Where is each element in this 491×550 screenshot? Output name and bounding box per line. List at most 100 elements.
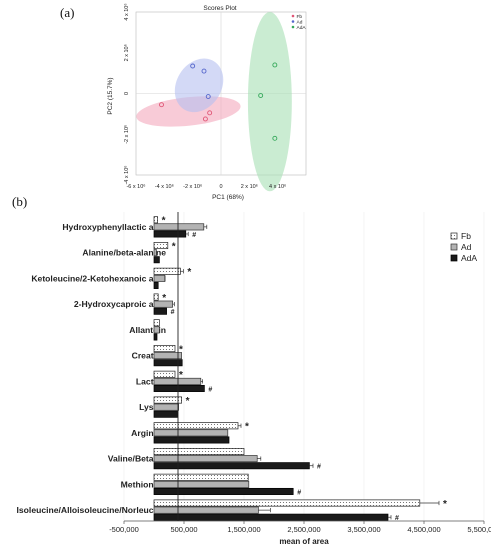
score-point-ada bbox=[258, 93, 264, 98]
legend-swatch-ada bbox=[450, 254, 458, 262]
scores-x-tick-label: 2 x 10⁶ bbox=[241, 183, 258, 190]
x-tick-label: 3,500,000 bbox=[347, 525, 380, 534]
category-label: Lysine bbox=[139, 402, 166, 412]
x-tick-label: 4,500,000 bbox=[407, 525, 440, 534]
panel-b-label: (b) bbox=[12, 194, 27, 209]
category-label: Lactate bbox=[136, 376, 166, 386]
x-tick-label: 1,500,000 bbox=[227, 525, 260, 534]
bar-ad bbox=[153, 352, 182, 360]
score-point-fb bbox=[159, 102, 164, 108]
score-point-ad bbox=[190, 63, 196, 69]
bar-ad bbox=[153, 480, 250, 488]
bar-ada bbox=[153, 513, 389, 521]
significance-hash: # bbox=[192, 232, 196, 239]
category-label: 2-Hydroxycaproic acid bbox=[74, 299, 166, 309]
category-labels: Hydroxyphenyllactic acid Alanine/beta-ala… bbox=[17, 222, 167, 515]
bar-ada bbox=[153, 230, 187, 238]
score-point-fb bbox=[207, 110, 213, 116]
scores-plot-y-ticks: 4 x 10⁶ 2 x 10⁶ 0 -2 x 10⁶ -4 x 10⁶ bbox=[123, 3, 130, 184]
bar-ada bbox=[153, 256, 160, 264]
bar-ad bbox=[153, 274, 166, 282]
bar-ada bbox=[153, 384, 205, 392]
significance-star: * bbox=[179, 344, 183, 355]
legend-swatch-fb bbox=[450, 232, 458, 240]
significance-star: * bbox=[245, 422, 249, 433]
bar-chart-x-label: mean of area bbox=[279, 537, 329, 546]
scores-y-tick-label: -2 x 10⁶ bbox=[123, 125, 130, 144]
legend-swatch-ad bbox=[450, 243, 458, 251]
score-point-ada bbox=[272, 135, 278, 141]
legend-label-fb: Fb bbox=[461, 231, 471, 241]
scores-x-tick-label: -2 x 10⁶ bbox=[183, 183, 202, 190]
scores-y-tick-label: 4 x 10⁶ bbox=[123, 3, 130, 20]
legend-label-ad: Ad bbox=[297, 19, 303, 25]
scores-x-tick-label: 4 x 10⁶ bbox=[269, 183, 286, 190]
bar-fb bbox=[153, 448, 245, 456]
category-label: Allantoin bbox=[129, 325, 166, 335]
category-label: Methionine bbox=[121, 479, 167, 489]
bar-ad bbox=[153, 326, 160, 334]
bar-ada bbox=[153, 307, 167, 315]
bar-fb bbox=[153, 345, 176, 353]
x-tick-label: 5,500,000 bbox=[467, 525, 491, 534]
scores-x-tick-label: -6 x 10⁶ bbox=[126, 183, 145, 190]
bar-fb bbox=[153, 396, 182, 404]
scores-y-tick-label: -4 x 10⁶ bbox=[123, 165, 130, 184]
legend-label-fb: Fb bbox=[297, 14, 303, 20]
bar-ada bbox=[153, 487, 294, 495]
legend-marker-fb bbox=[291, 14, 295, 18]
scores-y-tick-label: 2 x 10⁶ bbox=[123, 44, 130, 61]
bar-fb bbox=[153, 216, 158, 224]
significance-hash: # bbox=[395, 515, 399, 522]
significance-hash: # bbox=[297, 489, 301, 496]
significance-hash: # bbox=[317, 464, 321, 471]
score-point-ada bbox=[272, 62, 278, 68]
score-point-ad bbox=[205, 94, 211, 100]
bar-fb bbox=[153, 319, 160, 327]
significance-star: * bbox=[187, 267, 191, 278]
significance-star: * bbox=[172, 241, 176, 252]
ellipse-ada bbox=[247, 12, 292, 192]
category-label: Hydroxyphenyllactic acid bbox=[62, 222, 166, 232]
category-label: Alanine/beta-alanine bbox=[82, 248, 166, 258]
bar-ada bbox=[153, 462, 310, 470]
ellipse-fb bbox=[136, 96, 241, 127]
bar-ada bbox=[153, 410, 178, 418]
bar-ad bbox=[153, 249, 157, 257]
bars bbox=[153, 216, 440, 521]
significance-star: * bbox=[443, 499, 447, 510]
bar-ad bbox=[153, 403, 179, 411]
legend-label-ada: AdA bbox=[461, 253, 477, 263]
scores-plot-y-label: PC2 (15.7%) bbox=[107, 77, 114, 114]
score-point-ad bbox=[201, 68, 207, 74]
bar-ad bbox=[153, 377, 202, 385]
scores-plot: Scores Plot -6 x 10⁶ -4 x 10⁶ -2 x 10⁶ 0 2 x… bbox=[107, 3, 306, 201]
bar-ada bbox=[153, 333, 158, 341]
scores-plot-x-label: PC1 (68%) bbox=[212, 194, 244, 201]
significance-star: * bbox=[162, 293, 166, 304]
ellipse-ad bbox=[174, 58, 224, 113]
bar-ada bbox=[153, 281, 159, 289]
confidence-ellipses bbox=[136, 12, 292, 192]
score-point-fb bbox=[202, 116, 208, 122]
bar-ad bbox=[153, 455, 258, 463]
significance-marks: * # * * * # * * # * * # # * # bbox=[162, 216, 447, 522]
legend-label-ada: AdA bbox=[297, 25, 307, 31]
scores-x-tick-label: 0 bbox=[219, 184, 222, 190]
bar-fb bbox=[153, 422, 239, 430]
bar-ada bbox=[153, 436, 230, 444]
scores-y-tick-label: 0 bbox=[124, 92, 130, 95]
category-label: Ketoleucine/2-Ketohexanoic acid bbox=[31, 273, 166, 283]
panel-a-label: (a) bbox=[60, 5, 74, 20]
category-label: Valine/Betaine bbox=[108, 454, 166, 464]
score-points bbox=[159, 62, 278, 141]
bar-fb bbox=[153, 242, 169, 250]
bar-ad bbox=[153, 429, 229, 437]
significance-hash: # bbox=[171, 309, 175, 316]
category-label: Arginine bbox=[131, 428, 166, 438]
significance-star: * bbox=[186, 396, 190, 407]
bar-ada bbox=[153, 359, 183, 367]
scores-plot-x-ticks: -6 x 10⁶ -4 x 10⁶ -2 x 10⁶ 0 2 x 10⁶ 4 x 10⁶ bbox=[126, 183, 286, 190]
